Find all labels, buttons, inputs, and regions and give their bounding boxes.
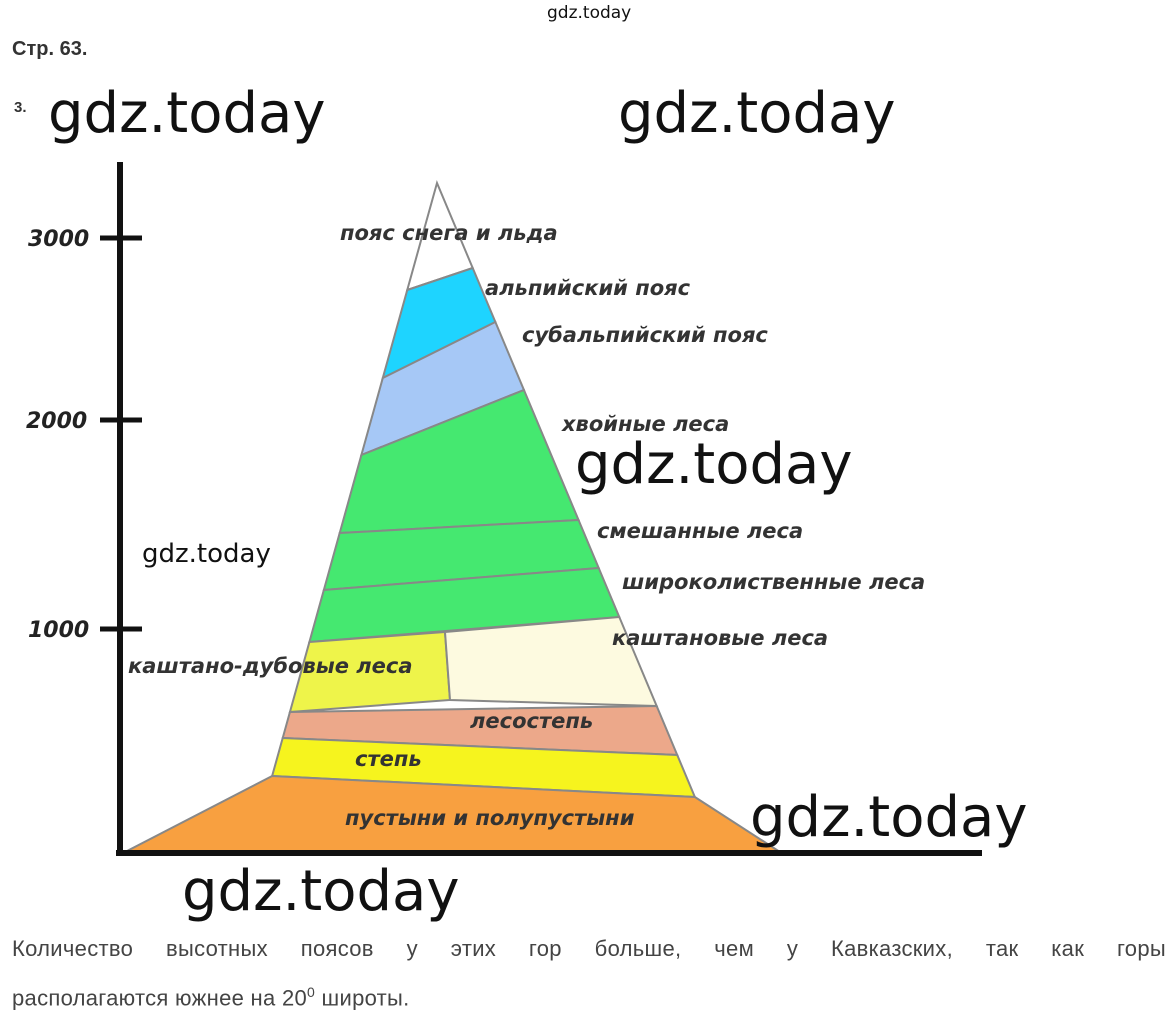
zone-label: широколиственные леса (622, 570, 925, 594)
watermark: gdz.today (547, 3, 631, 23)
zone-label: хвойные леса (561, 412, 729, 436)
mountain (124, 179, 784, 853)
answer-text: широты. (315, 985, 410, 1011)
zone-label: альпийский пояс (485, 276, 691, 300)
watermark: gdz.today (750, 785, 1028, 850)
tick-label: 2000 (26, 409, 87, 434)
zone-label: каштано-дубовые леса (128, 654, 413, 678)
answer-line: располагаются южнее на 200 широты. (12, 984, 410, 1011)
watermark: gdz.today (48, 81, 326, 146)
answer-sup: 0 (307, 984, 316, 1000)
watermark: gdz.today (182, 859, 460, 924)
zone-label: каштановые леса (612, 626, 828, 650)
zone-label: пустыни и полупустыни (345, 806, 635, 830)
answer-text: располагаются южнее на 20 (12, 985, 308, 1011)
tick-label: 3000 (28, 227, 89, 252)
watermark: gdz.today (142, 539, 271, 569)
watermark: gdz.today (618, 81, 896, 146)
zone-label: смешанные леса (597, 519, 803, 543)
watermark: gdz.today (575, 432, 853, 497)
answer-line: Количество высотных поясов у этих гор бо… (12, 936, 1166, 961)
task-number: 3. (14, 99, 27, 116)
zone-label: лесостепь (470, 709, 593, 733)
zone-label: субальпийский пояс (522, 323, 768, 347)
page-number: Стр. 63. (12, 38, 87, 60)
tick-label: 1000 (28, 618, 89, 643)
zone-label: степь (355, 747, 422, 771)
zone-label: пояс снега и льда (340, 221, 558, 245)
